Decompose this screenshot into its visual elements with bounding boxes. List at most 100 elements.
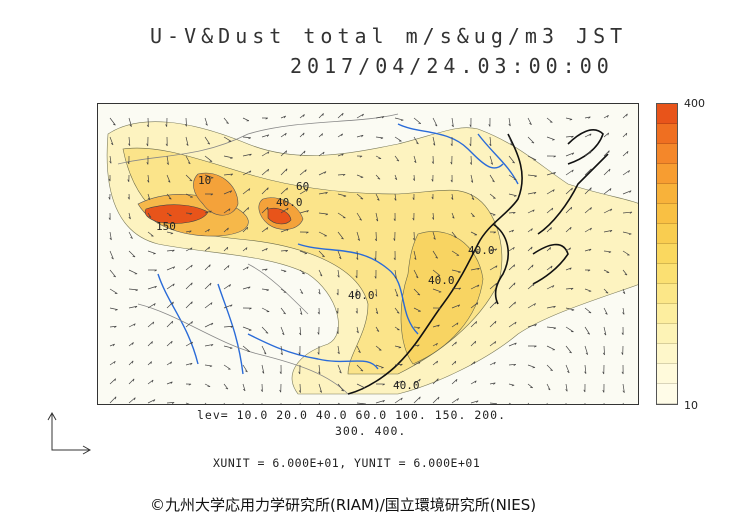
wind-arrow [527, 117, 532, 125]
wind-arrow [451, 212, 455, 219]
wind-arrow [204, 302, 213, 309]
wind-arrow [108, 193, 111, 200]
colorbar-segment [657, 384, 677, 404]
contour-levels-line2: 300. 400. [335, 424, 407, 438]
wind-arrow [470, 174, 474, 183]
wind-arrow [204, 383, 211, 388]
wind-arrow [412, 193, 415, 201]
wind-arrow [280, 307, 286, 315]
wind-arrow [318, 231, 327, 237]
wind-arrow [166, 231, 174, 235]
wind-arrow [527, 383, 533, 389]
wind-arrow [470, 284, 480, 290]
wind-arrow [622, 113, 628, 119]
wind-arrow [432, 288, 442, 293]
wind-arrow [508, 402, 512, 404]
wind-arrow [508, 264, 516, 271]
wind-arrow [166, 402, 175, 404]
wind-arrow [204, 264, 211, 271]
wind-arrow [128, 250, 136, 258]
wind-arrow [280, 115, 286, 119]
wind-arrow [337, 250, 342, 260]
wind-arrow [470, 321, 478, 328]
wind-arrow [146, 117, 149, 128]
wind-arrow [280, 402, 282, 404]
wind-arrow [242, 326, 252, 331]
wind-arrow [147, 303, 156, 309]
wind-arrow [242, 226, 249, 233]
wind-arrow [109, 360, 116, 366]
wind-arrow [565, 206, 573, 214]
wind-arrow [204, 117, 208, 126]
wind-arrow [432, 307, 442, 310]
wind-arrow [223, 383, 229, 390]
wind-arrow [356, 174, 364, 178]
wind-arrow [127, 174, 130, 182]
wind-arrow [242, 307, 252, 310]
wind-arrow [242, 188, 251, 195]
wind-arrow [603, 150, 610, 157]
wind-arrow [394, 117, 404, 122]
wind-arrow [298, 345, 301, 355]
wind-arrow [394, 136, 402, 142]
wind-arrow [622, 190, 632, 195]
wind-arrow [603, 402, 605, 404]
wind-arrow [242, 247, 248, 252]
wind-arrow [527, 364, 536, 369]
wind-arrow [242, 383, 246, 392]
wind-arrow [128, 342, 134, 347]
wind-arrow [470, 340, 477, 347]
wind-arrow [356, 250, 359, 260]
wind-arrow [565, 326, 574, 333]
wind-arrow [356, 155, 363, 158]
wind-arrow [128, 231, 133, 239]
wind-arrow [527, 136, 535, 144]
wind-arrow [375, 155, 382, 159]
wind-arrow [413, 361, 421, 366]
wind-arrow [508, 136, 513, 146]
wind-arrow [375, 345, 382, 351]
wind-arrow [185, 230, 192, 233]
wind-arrow [393, 212, 396, 221]
wind-arrow [128, 378, 135, 385]
wind-arrow [204, 155, 213, 162]
wind-arrow [223, 345, 233, 350]
wind-arrow [109, 325, 117, 328]
wind-arrow [470, 361, 476, 366]
wind-arrow [185, 264, 193, 271]
wind-arrow [185, 155, 191, 165]
wind-arrow [185, 193, 193, 198]
wind-arrow [431, 212, 435, 220]
wind-arrow [375, 400, 385, 404]
wind-arrow [336, 326, 339, 335]
wind-arrow [432, 360, 438, 366]
wind-arrow [356, 345, 361, 353]
wind-arrow [280, 326, 285, 336]
wind-arrow [374, 231, 377, 242]
wind-arrow [622, 288, 626, 294]
wind-arrow [355, 307, 358, 314]
wind-arrow [280, 132, 287, 138]
wind-arrow [622, 170, 630, 176]
wind-arrow [489, 231, 497, 234]
colorbar-segment [657, 244, 677, 264]
wind-arrow [184, 117, 187, 127]
wind-arrow [242, 117, 250, 122]
wind-arrow [508, 301, 516, 309]
colorbar-segment [657, 344, 677, 364]
wind-arrow [450, 155, 453, 165]
wind-arrow [299, 250, 308, 255]
wind-arrow [223, 265, 230, 271]
wind-arrow [280, 187, 288, 195]
wind-arrow [298, 364, 301, 375]
wind-arrow [375, 136, 384, 140]
wind-arrow [622, 211, 633, 214]
wind-arrow [508, 321, 517, 328]
wind-arrow [317, 345, 320, 355]
wind-arrow [204, 174, 214, 179]
wind-arrow [261, 206, 269, 214]
dust-field [106, 121, 638, 395]
wind-arrow [584, 207, 592, 214]
wind-arrow [166, 193, 172, 200]
wind-arrow [603, 288, 609, 294]
